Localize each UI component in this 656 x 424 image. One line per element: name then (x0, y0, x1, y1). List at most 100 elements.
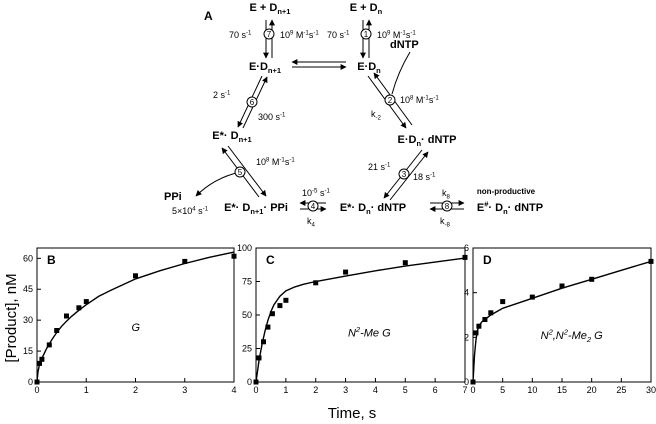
y-tick-label: 75 (242, 277, 252, 287)
x-tick-label: 6 (433, 385, 438, 395)
x-tick-label: 4 (373, 385, 378, 395)
rate-5-a: 108 M-1s-1 (256, 156, 295, 167)
y-tick-label: 45 (23, 284, 33, 294)
plot-frame (255, 247, 466, 383)
x-tick-label: 2 (133, 385, 138, 395)
rate-6-b: 300 s-1 (258, 111, 286, 122)
x-tick-label: 5 (403, 385, 408, 395)
step-2-number: 2 (388, 96, 393, 105)
species-e-dn-dntp: E·Dn· dNTP (398, 134, 457, 148)
x-tick-label: 5 (500, 385, 505, 395)
rate-8-bottom: k-8 (440, 216, 451, 228)
y-tick-label: 0 (28, 377, 33, 387)
rate-7-forward: 109 M-1s-1 (280, 29, 319, 40)
data-point (343, 269, 349, 275)
step-1-circle (360, 28, 372, 40)
rate-1-forward: 109 M-1s-1 (377, 29, 416, 40)
panel-d-chart: 0 5 10 15 20 25 30 0 2 4 6 D N2,N2-Me2 G (464, 243, 656, 395)
step-6-circle (246, 96, 258, 108)
data-point (488, 310, 494, 316)
data-point (589, 276, 595, 282)
step-5-number: 5 (238, 168, 243, 177)
data-point (277, 303, 283, 309)
ppi-label: PPi (164, 191, 182, 203)
y-tick-label: 15 (23, 346, 33, 356)
step-4-number: 4 (311, 202, 316, 211)
species-e-dn1-free: E + Dn+1 (250, 2, 291, 16)
step-3-number: 3 (402, 170, 407, 179)
rate-4-top: 10-5 s-1 (302, 187, 330, 198)
y-tick-label: 100 (237, 243, 252, 253)
plot-frame (472, 247, 652, 383)
step-2-circle (384, 94, 396, 106)
x-tick-label: 15 (557, 385, 567, 395)
rate-6-a: 2 s-1 (213, 89, 231, 100)
x-tick-label: 0 (253, 385, 258, 395)
species-e-dn1: E·Dn+1 (249, 61, 281, 75)
data-point (34, 379, 40, 385)
nonproductive-label: non-productive (477, 187, 536, 196)
step-7-number: 7 (267, 30, 272, 39)
step-1-number: 1 (364, 30, 369, 39)
y-tick-label: 30 (23, 315, 33, 325)
y-tick-label: 60 (23, 253, 33, 263)
substrate-annotation: N2-Me G (348, 325, 391, 339)
species-e-dn: E·Dn (357, 61, 381, 75)
data-point (269, 311, 275, 317)
step-7-circle (263, 28, 275, 40)
species-estar-dn1-ppi: E*· Dn+1· PPi (224, 202, 288, 216)
data-point (261, 339, 266, 345)
rate-1-reverse: 70 s-1 (327, 29, 350, 40)
x-tick-label: 4 (231, 385, 236, 395)
step-4-circle (307, 200, 319, 212)
y-tick-label: 2 (464, 332, 469, 342)
data-point (462, 254, 468, 260)
dntp-entry-curve (391, 51, 411, 95)
kinetic-scheme: A E + Dn+1 E + Dn E·Dn+1 E·Dn dNTP E·Dn·… (164, 2, 543, 228)
x-tick-label: 7 (462, 385, 467, 395)
data-point (76, 305, 82, 311)
substrate-annotation: G (132, 322, 141, 334)
x-tick-label: 3 (182, 385, 187, 395)
species-estar-dn1: E*· Dn+1 (212, 130, 251, 144)
substrate-annotation: N2,N2-Me2 G (541, 328, 603, 344)
data-point (283, 297, 289, 303)
panel-a-label: A (204, 9, 213, 23)
fit-curve (255, 257, 466, 383)
data-point (64, 313, 69, 319)
step-8-circle (441, 200, 453, 212)
data-point (473, 330, 479, 336)
panel-b-chart: 0 1 2 3 4 0 15 30 45 60 B G (23, 247, 237, 395)
ppi-release-curve (195, 171, 241, 197)
data-point (559, 283, 565, 289)
rate-2-reverse: k-2 (371, 109, 382, 121)
x-tick-label: 10 (527, 385, 537, 395)
data-point (83, 299, 89, 305)
data-point (470, 379, 476, 385)
panel-label: D (483, 253, 492, 267)
x-axis-label: Time, s (328, 405, 377, 422)
data-point (231, 253, 237, 259)
data-point (46, 342, 52, 348)
data-point (482, 317, 488, 322)
rate-3-b: 18 s-1 (413, 171, 436, 182)
data-point (500, 299, 506, 305)
rate-5-b: 5×104 s-1 (172, 205, 209, 216)
arrow-5-a (227, 145, 267, 197)
x-tick-label: 20 (587, 385, 597, 395)
rate-4-bottom: k4 (307, 216, 316, 228)
dntp-label-top: dNTP (390, 39, 419, 51)
x-tick-label: 1 (283, 385, 288, 395)
fit-curve (472, 260, 652, 383)
x-tick-label: 0 (34, 385, 39, 395)
y-tick-label: 6 (464, 243, 469, 253)
x-tick-label: 3 (343, 385, 348, 395)
species-ehash-dn-dntp: E#· Dn· dNTP (477, 200, 543, 216)
data-point (256, 355, 262, 361)
x-tick-label: 30 (646, 385, 656, 395)
y-axis-label: [Product], nM (3, 273, 20, 362)
data-point (39, 356, 45, 362)
species-estar-dn-dntp: E*· Dn· dNTP (340, 202, 406, 216)
x-tick-label: 2 (313, 385, 318, 395)
